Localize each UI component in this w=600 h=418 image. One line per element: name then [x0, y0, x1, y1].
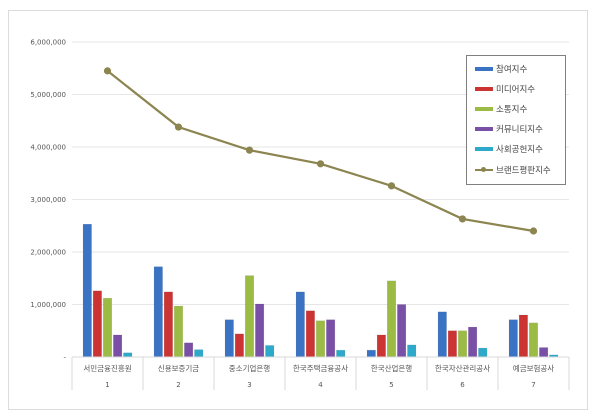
bar — [376, 334, 386, 358]
bar — [174, 305, 183, 358]
bar — [326, 319, 336, 358]
bar — [194, 349, 204, 358]
bar — [305, 310, 315, 358]
bar — [123, 352, 133, 358]
x-category-number: 2 — [176, 381, 180, 389]
y-tick-label: 5,000,000 — [30, 91, 66, 99]
legend-swatch-red — [475, 87, 493, 91]
bar — [184, 342, 194, 358]
bar — [316, 320, 325, 358]
y-tick-label: - — [63, 354, 66, 362]
bar — [163, 291, 173, 358]
line-marker — [529, 227, 538, 235]
line-marker — [103, 67, 112, 75]
legend-label: 소통지수 — [496, 105, 528, 115]
legend-item-communication: 소통지수 — [475, 102, 527, 116]
legend-label: 미디어지수 — [496, 85, 536, 95]
bar — [113, 334, 123, 358]
y-tick-label: 4,000,000 — [30, 144, 66, 152]
y-axis-ticks: - 1,000,000 2,000,000 3,000,000 4,000,000 5,0… — [30, 39, 66, 362]
bar — [336, 349, 346, 358]
bar — [397, 304, 407, 358]
line-marker — [458, 215, 467, 223]
line-marker — [316, 160, 325, 168]
bar — [295, 291, 305, 358]
y-tick-label: 1,000,000 — [30, 301, 66, 309]
bar — [265, 345, 275, 358]
legend-item-participation: 참여지수 — [475, 62, 527, 76]
bar — [153, 266, 163, 358]
x-category-number: 1 — [105, 381, 109, 389]
legend-swatch-green — [475, 107, 493, 111]
line-marker — [174, 123, 183, 131]
line-marker — [245, 146, 254, 154]
legend-swatch-cyan — [475, 147, 493, 151]
x-category-label: 서민금융진흥원 — [83, 363, 131, 373]
bar — [234, 333, 244, 358]
x-category-number: 7 — [531, 381, 535, 389]
legend: 참여지수 미디어지수 소통지수 커뮤니티지수 사회공헌지수 브랜드평판지수 — [466, 55, 566, 185]
legend-item-media: 미디어지수 — [475, 82, 535, 96]
bar — [387, 280, 396, 358]
bar — [407, 344, 417, 358]
line-marker — [387, 182, 396, 190]
y-tick-label: 6,000,000 — [30, 39, 66, 47]
bar — [255, 303, 265, 358]
bar — [245, 275, 254, 358]
bar — [366, 349, 376, 358]
y-tick-label: 2,000,000 — [30, 249, 66, 257]
bar — [92, 290, 102, 358]
legend-label: 참여지수 — [496, 65, 528, 75]
legend-swatch-blue — [475, 67, 493, 71]
x-category-number: 4 — [318, 381, 323, 389]
bar — [224, 319, 234, 358]
legend-item-brand-reputation: 브랜드평판지수 — [475, 163, 551, 177]
legend-item-community: 커뮤니티지수 — [475, 122, 543, 136]
y-tick-label: 3,000,000 — [30, 196, 66, 204]
bar — [478, 347, 488, 358]
x-category-label: 중소기업은행 — [229, 363, 270, 373]
x-category-label: 한국산업은행 — [371, 363, 412, 373]
x-category-label: 신용보증기금 — [158, 364, 199, 373]
x-category-number: 3 — [247, 381, 251, 389]
legend-label: 사회공헌지수 — [496, 145, 543, 155]
bar — [458, 330, 467, 358]
legend-label: 커뮤니티지수 — [496, 125, 543, 135]
x-category-number: 6 — [460, 381, 465, 389]
bar — [508, 319, 518, 358]
x-category-label: 한국자산관리공사 — [435, 363, 490, 373]
bars — [82, 223, 559, 358]
legend-swatch-purple — [475, 127, 493, 131]
legend-item-social-contribution: 사회공헌지수 — [475, 142, 543, 156]
bar — [468, 326, 478, 358]
legend-label: 브랜드평판지수 — [496, 166, 551, 176]
x-category-label: 예금보험공사 — [513, 363, 554, 373]
brand-index-line — [103, 67, 538, 235]
bar — [437, 311, 447, 358]
legend-line-marker-icon — [475, 167, 493, 172]
x-axis: 서민금융진흥원 1 신용보증기금 2 중소기업은행 3 한국주택금융공사 4 한국산업은행 5 한국… — [71, 356, 570, 390]
bar — [447, 330, 457, 358]
bar — [539, 347, 549, 358]
bar — [529, 322, 538, 358]
bar — [82, 223, 92, 358]
x-category-label: 한국주택금융공사 — [293, 363, 348, 373]
bar — [103, 297, 112, 358]
bar — [518, 314, 528, 358]
x-category-number: 5 — [389, 381, 393, 389]
